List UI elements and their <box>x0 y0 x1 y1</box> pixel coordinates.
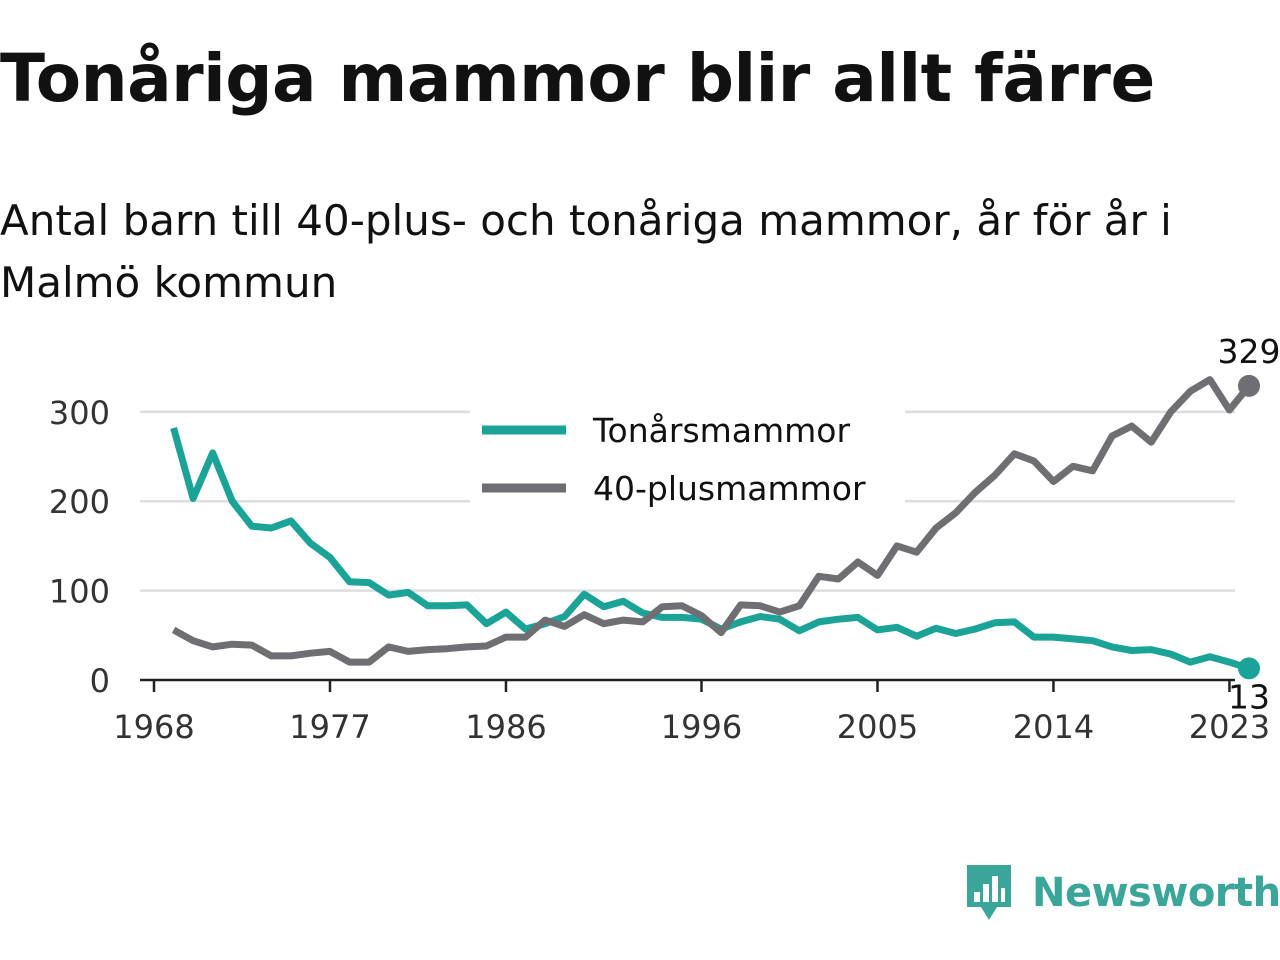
end-value-label: 13 <box>1228 677 1270 716</box>
legend-label: 40-plusmammor <box>593 469 866 508</box>
brand-name: Newsworthy <box>1032 870 1280 916</box>
legend-label: Tonårsmammor <box>592 411 850 450</box>
x-tick-label: 1996 <box>661 708 742 746</box>
series-end-point <box>1238 374 1260 397</box>
series-line-40-plusmammor <box>171 376 1252 666</box>
end-labels: 13 329 <box>1218 332 1280 716</box>
brand-logo: Newsworthy <box>964 862 1280 924</box>
chart-subtitle: Antal barn till 40-plus- och tonåriga ma… <box>0 196 1172 307</box>
newsworthy-bar-chart-icon <box>967 865 1011 920</box>
x-tick-label: 1968 <box>113 708 194 746</box>
y-tick-label: 300 <box>49 394 110 432</box>
end-value-label: 329 <box>1218 332 1280 371</box>
axes: 0 100 200 300 1968 1977 1986 1996 2005 2014 2023 <box>49 394 1270 746</box>
y-tick-label: 200 <box>49 483 110 521</box>
x-tick-label: 2023 <box>1189 708 1270 746</box>
legend-background <box>470 395 905 525</box>
x-tick-label: 2005 <box>837 708 918 746</box>
x-tick-label: 1977 <box>289 708 370 746</box>
y-tick-label: 0 <box>90 662 110 700</box>
x-tick-label: 1986 <box>465 708 546 746</box>
series-lines <box>170 374 1260 680</box>
x-tick-label: 2014 <box>1013 708 1094 746</box>
legend: Tonårsmammor 40-plusmammor <box>470 395 905 525</box>
chart-title: Tonåriga mammor blir allt färre <box>0 40 1155 117</box>
series-end-point <box>1238 657 1260 680</box>
y-tick-label: 100 <box>49 573 110 611</box>
